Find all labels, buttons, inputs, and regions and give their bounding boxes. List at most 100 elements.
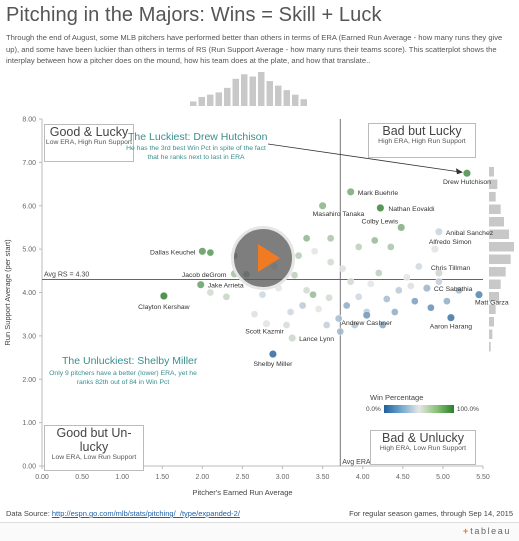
point-label: Colby Lewis xyxy=(362,218,399,225)
avg-rs-label: Avg RS = 4.30 xyxy=(44,271,89,278)
tableau-plus-icon: + xyxy=(463,526,469,536)
tableau-logo-text: tableau xyxy=(470,526,511,536)
x-tick-label: 2.00 xyxy=(196,474,210,481)
point-label: Anibal Sanchez xyxy=(446,230,494,237)
quadrant-bad-lucky: Bad but Lucky High ERA, High Run Support xyxy=(368,123,476,158)
point-label: Scott Kazmir xyxy=(245,329,284,336)
era-histogram-bar xyxy=(215,92,222,106)
data-source-link[interactable]: http://espn.go.com/mlb/stats/pitching/_/… xyxy=(51,509,240,518)
data-point xyxy=(366,279,375,288)
rs-histogram-bar xyxy=(489,267,506,277)
y-tick-label: 2.00 xyxy=(22,377,36,384)
data-source-label: Data Source: xyxy=(6,509,50,518)
point-label: Clayton Kershaw xyxy=(138,304,189,311)
rs-histogram-bar xyxy=(489,242,514,252)
rs-histogram-bar xyxy=(489,217,504,227)
era-histogram-bar xyxy=(292,94,299,106)
data-point xyxy=(415,262,423,271)
x-tick-label: 0.00 xyxy=(35,474,49,481)
data-point xyxy=(206,248,215,257)
data-source: Data Source: http://espn.go.com/mlb/stat… xyxy=(6,509,240,518)
data-point xyxy=(430,245,439,254)
y-tick-label: 1.00 xyxy=(22,420,36,427)
rs-histogram-bar xyxy=(489,304,496,314)
era-histogram-bar xyxy=(198,96,205,106)
data-point xyxy=(370,236,379,245)
data-point xyxy=(258,290,267,299)
data-point xyxy=(406,282,415,290)
data-point xyxy=(376,203,385,212)
data-point xyxy=(446,313,455,322)
data-point xyxy=(342,301,351,310)
rs-histogram-bar xyxy=(489,279,501,289)
data-point xyxy=(326,234,335,243)
quadrant-title: Good but Un-lucky xyxy=(56,426,132,454)
era-histogram-bar xyxy=(300,99,307,106)
data-point xyxy=(198,247,207,256)
data-point xyxy=(286,308,295,316)
data-point xyxy=(410,297,419,306)
era-histogram xyxy=(190,72,307,106)
rs-histogram-bar xyxy=(489,329,493,339)
quadrant-bad-unlucky: Bad & Unlucky High ERA, Low Run Support xyxy=(370,430,476,465)
point-label: Jacob deGrom xyxy=(182,272,227,279)
rs-histogram-bar xyxy=(489,292,499,302)
quadrant-subtitle: High ERA, Low Run Support xyxy=(379,445,467,452)
data-point xyxy=(435,277,443,286)
point-label: Matt Garza xyxy=(475,300,509,307)
y-tick-label: 7.00 xyxy=(22,160,36,167)
y-axis-label: Run Support Average (per start) xyxy=(3,239,12,346)
data-point xyxy=(397,223,406,232)
data-point xyxy=(354,292,363,301)
era-histogram-bar xyxy=(190,101,197,106)
data-point xyxy=(290,271,299,279)
data-point xyxy=(434,268,443,278)
point-label: Shelby Miller xyxy=(253,361,293,368)
description-text: Through the end of August, some MLB pitc… xyxy=(6,33,503,65)
data-point xyxy=(318,201,327,210)
point-label: Jake Arrieta xyxy=(208,283,244,290)
data-point xyxy=(443,297,451,306)
data-point xyxy=(310,247,319,256)
rs-histogram-bar xyxy=(489,317,494,327)
point-label: Mark Buehrle xyxy=(358,190,399,197)
data-point xyxy=(374,269,383,277)
x-tick-label: 5.00 xyxy=(436,474,450,481)
data-point xyxy=(268,350,277,359)
legend-title: Win Percentage xyxy=(370,393,424,402)
quadrant-good-unlucky: Good but Un-lucky Low ERA, Low Run Suppo… xyxy=(44,425,144,471)
era-histogram-bar xyxy=(241,74,248,106)
data-point xyxy=(394,286,403,295)
data-point xyxy=(434,227,443,236)
play-button[interactable] xyxy=(231,226,295,290)
x-tick-label: 4.50 xyxy=(396,474,410,481)
era-histogram-bar xyxy=(207,94,214,106)
era-histogram-bar xyxy=(266,81,273,106)
x-tick-label: 3.00 xyxy=(276,474,290,481)
data-point xyxy=(455,286,463,295)
data-point xyxy=(314,305,323,313)
point-label: CC Sabathia xyxy=(434,286,473,293)
y-tick-label: 0.00 xyxy=(22,464,36,471)
point-label: Masahiro Tanaka xyxy=(313,211,365,218)
data-point xyxy=(427,303,435,312)
era-histogram-bar xyxy=(232,78,239,106)
y-tick-label: 3.00 xyxy=(22,333,36,340)
data-point xyxy=(346,277,355,286)
data-point xyxy=(302,234,311,243)
rs-histogram-bar xyxy=(489,179,498,189)
era-histogram-bar xyxy=(283,90,290,106)
win-percentage-legend: Win Percentage 0.0% 100.0% xyxy=(366,393,484,413)
quadrant-subtitle: High ERA, High Run Support xyxy=(378,138,466,145)
footer-note: For regular season games, through Sep 14… xyxy=(349,509,513,518)
data-point xyxy=(350,321,359,329)
quadrant-subtitle: Low ERA, High Run Support xyxy=(45,139,133,146)
rs-histogram-bar xyxy=(489,229,509,239)
quadrant-title: Bad & Unlucky xyxy=(382,431,464,445)
data-point xyxy=(386,243,395,251)
data-point xyxy=(326,258,335,266)
x-tick-label: 5.50 xyxy=(476,474,490,481)
x-axis-label: Pitcher's Earned Run Average xyxy=(192,488,292,497)
x-tick-label: 1.00 xyxy=(115,474,129,481)
tableau-logo[interactable]: + tableau xyxy=(463,526,511,536)
